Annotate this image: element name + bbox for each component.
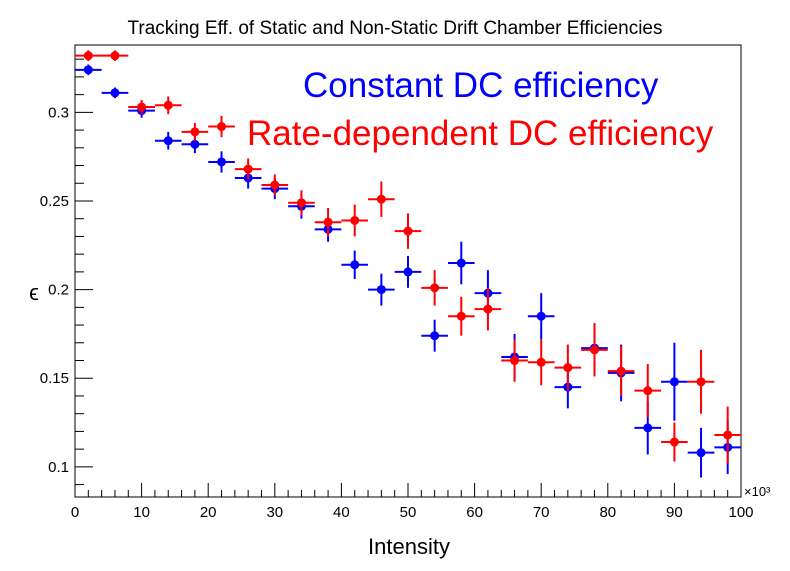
data-point <box>563 363 573 373</box>
data-point <box>190 139 200 149</box>
data-point <box>217 122 227 132</box>
data-point <box>616 366 626 376</box>
data-point <box>83 65 93 75</box>
axis-ticks <box>74 58 742 497</box>
data-point <box>403 267 413 277</box>
data-point <box>510 356 520 366</box>
data-point <box>190 127 200 137</box>
x-tick-label: 0 <box>71 504 79 521</box>
data-point <box>456 311 466 321</box>
data-point <box>669 437 679 447</box>
data-point <box>669 377 679 387</box>
data-series <box>75 50 741 478</box>
legend-entry-rate-dependent: Rate-dependent DC efficiency <box>247 114 714 153</box>
y-tick-label: 0.1 <box>48 459 69 476</box>
x-tick-label: 50 <box>400 504 417 521</box>
data-point <box>483 304 493 314</box>
data-point <box>643 423 653 433</box>
x-axis-label: Intensity <box>368 534 450 559</box>
data-point <box>589 345 599 355</box>
data-point <box>403 226 413 236</box>
data-point <box>296 198 306 208</box>
y-tick-label: 0.25 <box>40 193 69 210</box>
chart-title: Tracking Eff. of Static and Non-Static D… <box>127 18 662 39</box>
y-tick-label: 0.15 <box>40 370 69 387</box>
x-tick-label: 10 <box>133 504 150 521</box>
data-point <box>643 386 653 396</box>
x-tick-label: 100 <box>728 504 753 521</box>
x-tick-label: 80 <box>599 504 616 521</box>
data-point <box>110 51 120 61</box>
data-point <box>376 285 386 295</box>
data-point <box>536 311 546 321</box>
data-point <box>723 430 733 440</box>
x-tick-label: 70 <box>533 504 550 521</box>
data-point <box>217 157 227 167</box>
data-point <box>350 215 360 225</box>
data-point <box>83 51 93 61</box>
y-axis-label: ϵ <box>29 280 39 305</box>
data-point <box>270 180 280 190</box>
x-tick-label: 30 <box>266 504 283 521</box>
x-tick-label: 60 <box>466 504 483 521</box>
data-point <box>696 448 706 458</box>
data-point <box>350 260 360 270</box>
x-tick-label: 20 <box>200 504 217 521</box>
data-point <box>536 357 546 367</box>
series-rate-dependent <box>75 50 741 464</box>
y-tick-label: 0.2 <box>48 282 69 299</box>
data-point <box>163 100 173 110</box>
x-axis-exponent: ×10³ <box>744 484 771 499</box>
data-point <box>163 136 173 146</box>
data-point <box>430 331 440 341</box>
data-point <box>430 283 440 293</box>
data-point <box>323 217 333 227</box>
legend-entry-constant: Constant DC efficiency <box>303 66 659 105</box>
data-point <box>696 377 706 387</box>
data-point <box>110 88 120 98</box>
data-point <box>243 164 253 174</box>
x-tick-label: 40 <box>333 504 350 521</box>
x-tick-label: 90 <box>666 504 683 521</box>
data-point <box>456 258 466 268</box>
data-point <box>137 102 147 112</box>
y-tick-label: 0.3 <box>48 104 69 121</box>
axis-tick-labels: 0 10 20 30 40 50 60 70 80 90 100 0.1 0.15 0.2 0.25 0.3 <box>40 104 754 521</box>
data-point <box>376 194 386 204</box>
